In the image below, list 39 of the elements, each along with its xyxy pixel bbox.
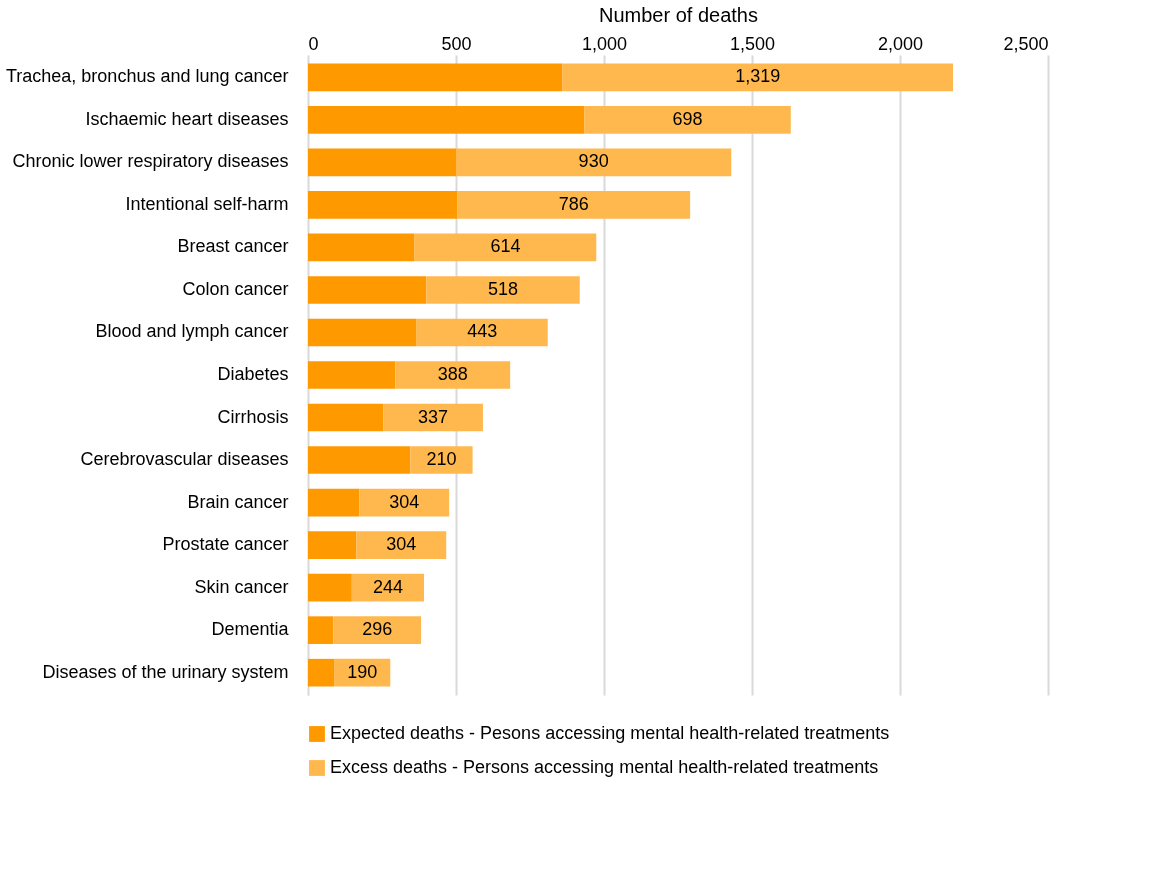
legend-label: Expected deaths - Pesons accessing mental health-related treatments — [330, 723, 890, 743]
y-tick-label: Diseases of the urinary system — [42, 661, 289, 682]
data-label: 786 — [558, 193, 589, 214]
x-tick-label: 2,500 — [1003, 33, 1049, 54]
data-label: 1,319 — [735, 66, 781, 87]
data-label: 296 — [362, 619, 393, 640]
data-label: 388 — [437, 364, 468, 384]
data-label: 614 — [490, 236, 521, 257]
x-tick-label: 2,000 — [877, 33, 924, 54]
x-tick-label: 1,500 — [729, 33, 776, 54]
x-axis-title: Number of deaths — [599, 3, 758, 26]
data-label: 304 — [389, 491, 420, 512]
y-tick-label: Intentional self-harm — [125, 193, 289, 214]
y-tick-label: Trachea, bronchus and lung cancer — [5, 66, 289, 87]
y-tick-label: Chronic lower respiratory diseases — [12, 151, 289, 172]
data-label: 698 — [672, 108, 703, 129]
y-tick-label: Cerebrovascular diseases — [80, 449, 289, 470]
data-label: 210 — [426, 449, 457, 470]
data-label: 337 — [418, 406, 449, 427]
y-tick-label: Prostate cancer — [162, 534, 289, 555]
legend-label: Excess deaths - Persons accessing mental health-related treatments — [330, 757, 879, 777]
data-label: 304 — [386, 534, 417, 555]
y-tick-label: Ischaemic heart diseases — [85, 108, 289, 129]
x-tick-label: 1,000 — [581, 33, 628, 54]
data-label: 930 — [578, 151, 609, 172]
y-tick-label: Diabetes — [217, 364, 289, 384]
y-tick-label: Cirrhosis — [217, 406, 289, 427]
y-tick-label: Colon cancer — [182, 278, 289, 299]
y-tick-label: Skin cancer — [194, 576, 289, 597]
y-tick-label: Dementia — [211, 619, 290, 640]
data-label: 244 — [372, 576, 403, 597]
data-label: 518 — [488, 278, 519, 299]
y-tick-label: Brain cancer — [187, 491, 289, 512]
data-label: 190 — [347, 661, 378, 682]
y-tick-label: Breast cancer — [177, 236, 289, 257]
data-label: 443 — [467, 321, 498, 342]
x-tick-label: 500 — [441, 33, 472, 54]
y-tick-label: Blood and lymph cancer — [95, 321, 289, 342]
x-tick-label: 0 — [308, 33, 319, 54]
